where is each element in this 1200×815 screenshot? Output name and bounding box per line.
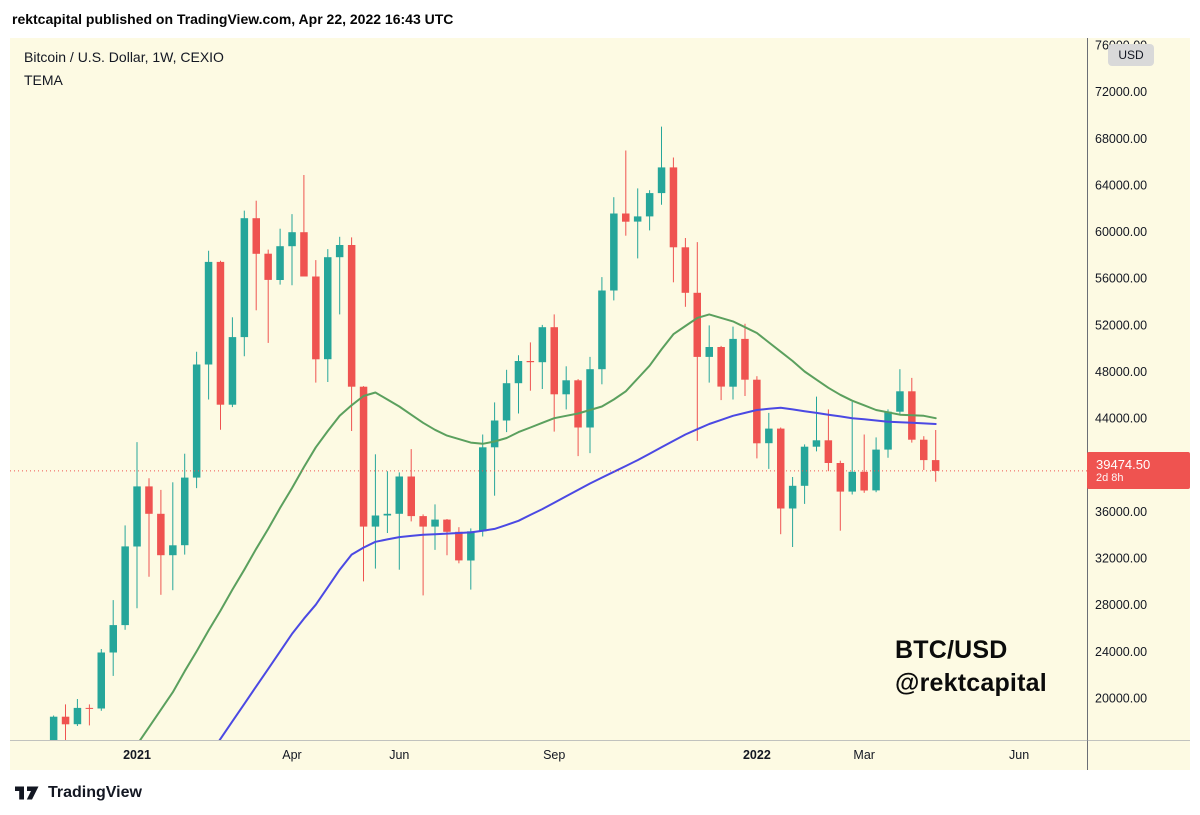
- price-axis: 20000.00 24000.00 28000.00 32000.00 36000.00…: [1095, 38, 1147, 705]
- svg-text:24000.00: 24000.00: [1095, 645, 1147, 659]
- last-price-value: 39474.50: [1096, 456, 1151, 472]
- watermark-handle: @rektcapital: [895, 669, 1047, 697]
- svg-text:60000.00: 60000.00: [1095, 225, 1147, 239]
- svg-text:48000.00: 48000.00: [1095, 365, 1147, 379]
- indicator-title: TEMA: [24, 72, 63, 88]
- publish-header: rektcapital published on TradingView.com…: [0, 0, 1200, 38]
- tradingview-logo-icon[interactable]: [14, 783, 40, 803]
- watermark-symbol: BTC/USD: [895, 636, 1008, 664]
- svg-text:64000.00: 64000.00: [1095, 178, 1147, 192]
- time-axis: 2021 Apr Jun Sep 2022 Mar Jun: [123, 748, 1029, 762]
- currency-button[interactable]: USD: [1108, 44, 1154, 66]
- svg-text:36000.00: 36000.00: [1095, 505, 1147, 519]
- publish-header-text: rektcapital published on TradingView.com…: [12, 11, 454, 27]
- candles-layer: [49, 126, 940, 740]
- last-price-label[interactable]: 39474.50 2d 8h: [1087, 452, 1190, 490]
- svg-text:20000.00: 20000.00: [1095, 692, 1147, 706]
- tema-green: [139, 313, 937, 740]
- chart-pane[interactable]: 20000.00 24000.00 28000.00 32000.00 36000.00…: [10, 38, 1190, 770]
- svg-text:Apr: Apr: [282, 748, 301, 762]
- svg-text:Sep: Sep: [543, 748, 565, 762]
- chart-legend: Bitcoin / U.S. Dollar, 1W, CEXIO TEMA: [24, 46, 224, 92]
- svg-text:28000.00: 28000.00: [1095, 598, 1147, 612]
- svg-text:Jun: Jun: [389, 748, 409, 762]
- svg-text:44000.00: 44000.00: [1095, 412, 1147, 426]
- svg-text:68000.00: 68000.00: [1095, 132, 1147, 146]
- svg-text:72000.00: 72000.00: [1095, 85, 1147, 99]
- svg-text:2021: 2021: [123, 748, 151, 762]
- svg-text:52000.00: 52000.00: [1095, 318, 1147, 332]
- tradingview-brand[interactable]: TradingView: [48, 783, 142, 801]
- svg-text:2022: 2022: [743, 748, 771, 762]
- footer-bar: TradingView: [0, 770, 1200, 815]
- symbol-title: Bitcoin / U.S. Dollar, 1W, CEXIO: [24, 49, 224, 65]
- svg-text:Jun: Jun: [1009, 748, 1029, 762]
- svg-text:56000.00: 56000.00: [1095, 272, 1147, 286]
- tema-blue: [218, 406, 937, 740]
- bar-countdown: 2d 8h: [1096, 471, 1124, 484]
- svg-text:32000.00: 32000.00: [1095, 552, 1147, 566]
- watermark: BTC/USD @rektcapital: [895, 634, 1047, 700]
- svg-text:Mar: Mar: [853, 748, 875, 762]
